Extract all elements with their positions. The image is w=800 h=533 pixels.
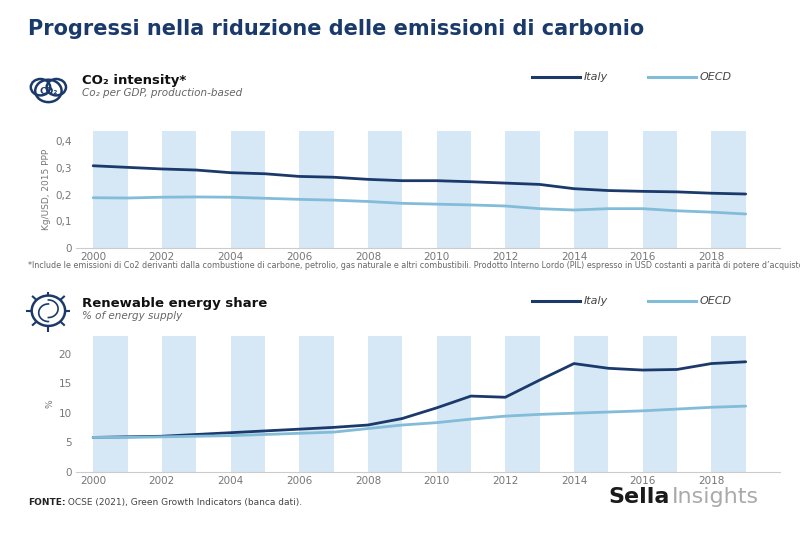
Bar: [299, 336, 334, 472]
Bar: [93, 336, 127, 472]
Y-axis label: Kg/USD, 2015 PPP: Kg/USD, 2015 PPP: [42, 149, 51, 230]
Text: Sella: Sella: [608, 487, 670, 507]
Bar: [574, 336, 608, 472]
Text: OECD: OECD: [700, 72, 732, 82]
Bar: [230, 131, 265, 248]
Bar: [642, 336, 677, 472]
Bar: [711, 131, 746, 248]
Bar: [368, 336, 402, 472]
Bar: [93, 131, 127, 248]
Text: FONTE:: FONTE:: [28, 498, 66, 507]
Bar: [299, 131, 334, 248]
Bar: [506, 336, 540, 472]
Text: % of energy supply: % of energy supply: [82, 311, 182, 321]
Text: Renewable energy share: Renewable energy share: [82, 297, 268, 310]
Bar: [642, 131, 677, 248]
Bar: [437, 336, 471, 472]
Bar: [711, 336, 746, 472]
Text: OCSE (2021), Green Growth Indicators (banca dati).: OCSE (2021), Green Growth Indicators (ba…: [65, 498, 302, 507]
Text: CO₂: CO₂: [39, 87, 58, 96]
Bar: [437, 131, 471, 248]
Text: CO₂ intensity*: CO₂ intensity*: [82, 74, 186, 86]
Bar: [506, 131, 540, 248]
Bar: [162, 131, 196, 248]
Text: Co₂ per GDP, production-based: Co₂ per GDP, production-based: [82, 88, 242, 98]
Text: Insights: Insights: [672, 487, 759, 507]
Text: OECD: OECD: [700, 296, 732, 306]
Text: Progressi nella riduzione delle emissioni di carbonio: Progressi nella riduzione delle emission…: [28, 19, 644, 39]
Bar: [368, 131, 402, 248]
Y-axis label: %: %: [46, 399, 54, 408]
Text: Italy: Italy: [584, 296, 608, 306]
Text: Italy: Italy: [584, 72, 608, 82]
Bar: [574, 131, 608, 248]
Text: *Include le emissioni di Co2 derivanti dalla combustione di carbone, petrolio, g: *Include le emissioni di Co2 derivanti d…: [28, 261, 800, 270]
Bar: [230, 336, 265, 472]
Bar: [162, 336, 196, 472]
